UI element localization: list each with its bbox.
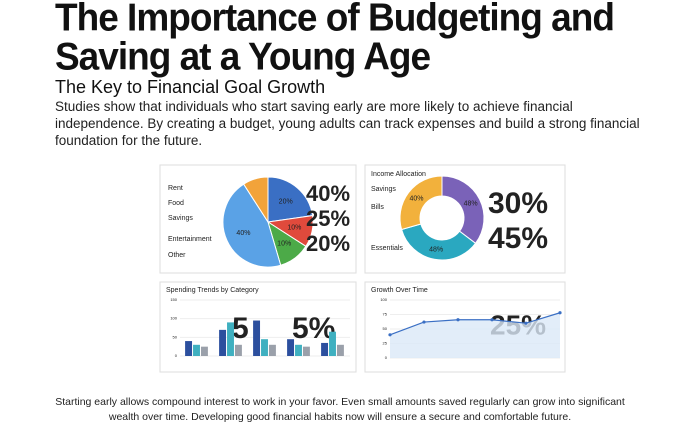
legend-label: Other [168,252,186,259]
bar [268,344,276,356]
y-tick-label: 50 [383,326,388,331]
callout: 40% [306,181,350,206]
point [490,318,494,322]
y-tick-label: 0 [175,353,178,358]
bar [200,346,208,356]
callout: 5 [232,312,249,345]
slice [267,176,314,223]
y-tick-label: 0 [385,355,388,360]
y-tick-label: 25 [383,341,388,346]
slice [399,175,443,231]
y-tick-label: 150 [170,297,177,302]
point [388,333,392,337]
callout: 20% [306,231,350,256]
bar [321,342,329,356]
bar [253,320,261,356]
point [422,320,426,324]
slice-label: 48% [464,201,478,208]
legend-label: Savings [371,186,396,193]
callout: 5% [292,312,335,345]
bar [329,331,336,356]
chart-title: Income Allocation [371,171,426,178]
bar [336,344,344,356]
slice [441,175,485,245]
legend-label: Bills [371,204,384,211]
point [456,318,460,322]
point [524,321,528,325]
callout: 45% [488,222,548,255]
chart-title: Spending Trends by Category [166,287,259,294]
y-tick-label: 100 [380,297,387,302]
footer: Starting early allows compound interest … [55,396,625,423]
legend-label: Rent [168,185,183,192]
y-tick-label: 50 [173,334,178,339]
y-tick-label: 100 [170,316,177,321]
intro: Studies show that individuals who start … [55,99,640,148]
point [558,311,562,315]
bar [234,344,242,356]
area [390,312,560,358]
legend-label: Food [168,200,184,207]
chart-title: Growth Over Time [371,287,428,294]
slice-label: 20% [279,198,293,205]
legend-label: Entertainment [168,236,212,243]
slice-label: 10% [287,225,301,232]
bar [185,341,193,356]
slice-label: 40% [236,230,250,237]
bar [287,339,295,356]
line [389,312,561,336]
slice [222,183,282,268]
subtitle: The Key to Financial Goal Growth [55,77,326,97]
title: The Importance of Budgeting and Saving a… [55,0,615,78]
bar [261,339,268,356]
legend-label: Essentials [371,245,403,252]
slice [242,176,269,224]
bar [193,344,200,356]
slice-label: 40% [409,196,423,203]
bar [227,322,234,356]
slice-label: 48% [429,246,443,253]
slice [400,223,477,261]
bar [219,329,227,356]
slice-label: 10% [277,240,291,247]
legend-label: Savings [168,215,193,222]
y-tick-label: 75 [383,312,388,317]
bar [302,346,310,356]
callout: 25% [306,206,350,231]
bar [295,344,302,356]
callout: 30% [488,187,548,220]
